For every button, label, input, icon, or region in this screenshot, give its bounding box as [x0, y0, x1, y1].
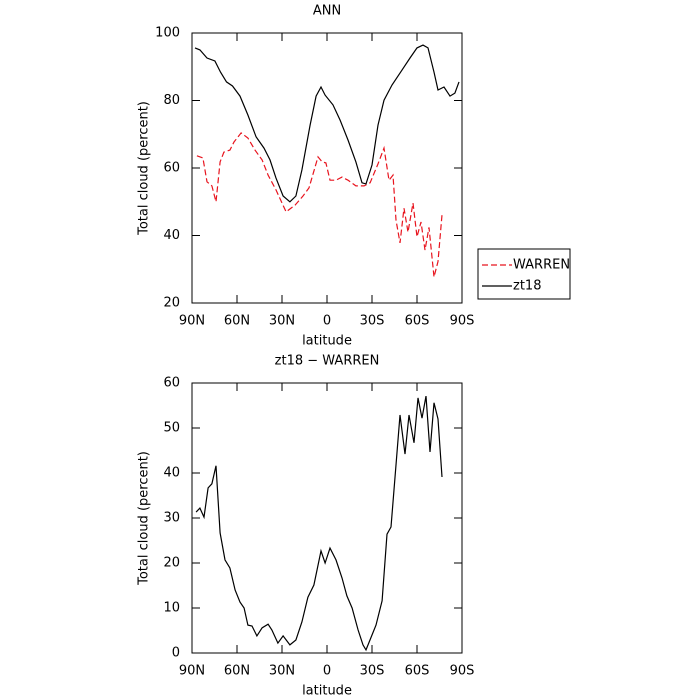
y-tick-label: 100 — [155, 26, 180, 41]
x-tick-label: 60S — [405, 314, 430, 329]
plot-frame — [191, 32, 463, 304]
data-line — [196, 132, 443, 278]
x-tick-label: 0 — [323, 664, 331, 679]
y-tick-label: 60 — [163, 376, 180, 391]
x-tick-label: 90N — [179, 664, 205, 679]
x-tick-label: 90S — [450, 664, 475, 679]
y-tick-label: 30 — [163, 511, 180, 526]
x-tick-label: 30N — [269, 664, 295, 679]
x-tick-label: 90N — [179, 314, 205, 329]
x-tick-label: 30S — [360, 664, 385, 679]
chart-title: zt18 − WARREN — [275, 354, 380, 369]
x-axis-label: latitude — [302, 684, 352, 699]
y-tick-label: 20 — [163, 296, 180, 311]
y-axis-label: Total cloud (percent) — [137, 101, 152, 236]
legend-box — [477, 248, 571, 300]
x-tick-label: 90S — [450, 314, 475, 329]
y-tick-label: 0 — [172, 646, 180, 661]
legend-label: zt18 — [513, 279, 541, 294]
x-axis-label: latitude — [302, 334, 352, 349]
data-line — [195, 395, 443, 652]
y-tick-label: 50 — [163, 421, 180, 436]
y-tick-label: 40 — [163, 466, 180, 481]
x-tick-label: 30S — [360, 314, 385, 329]
x-tick-label: 60N — [224, 314, 250, 329]
x-tick-label: 0 — [323, 314, 331, 329]
y-tick-label: 40 — [163, 228, 180, 243]
y-tick-label: 20 — [163, 556, 180, 571]
y-tick-label: 80 — [163, 93, 180, 108]
y-tick-label: 60 — [163, 161, 180, 176]
x-tick-label: 60N — [224, 664, 250, 679]
x-tick-label: 60S — [405, 664, 430, 679]
x-tick-label: 30N — [269, 314, 295, 329]
data-line — [194, 44, 460, 203]
y-axis-label: Total cloud (percent) — [137, 451, 152, 586]
chart-title: ANN — [313, 4, 341, 19]
plot-frame — [191, 382, 463, 654]
y-tick-label: 10 — [163, 601, 180, 616]
legend-label: WARREN — [513, 258, 570, 273]
